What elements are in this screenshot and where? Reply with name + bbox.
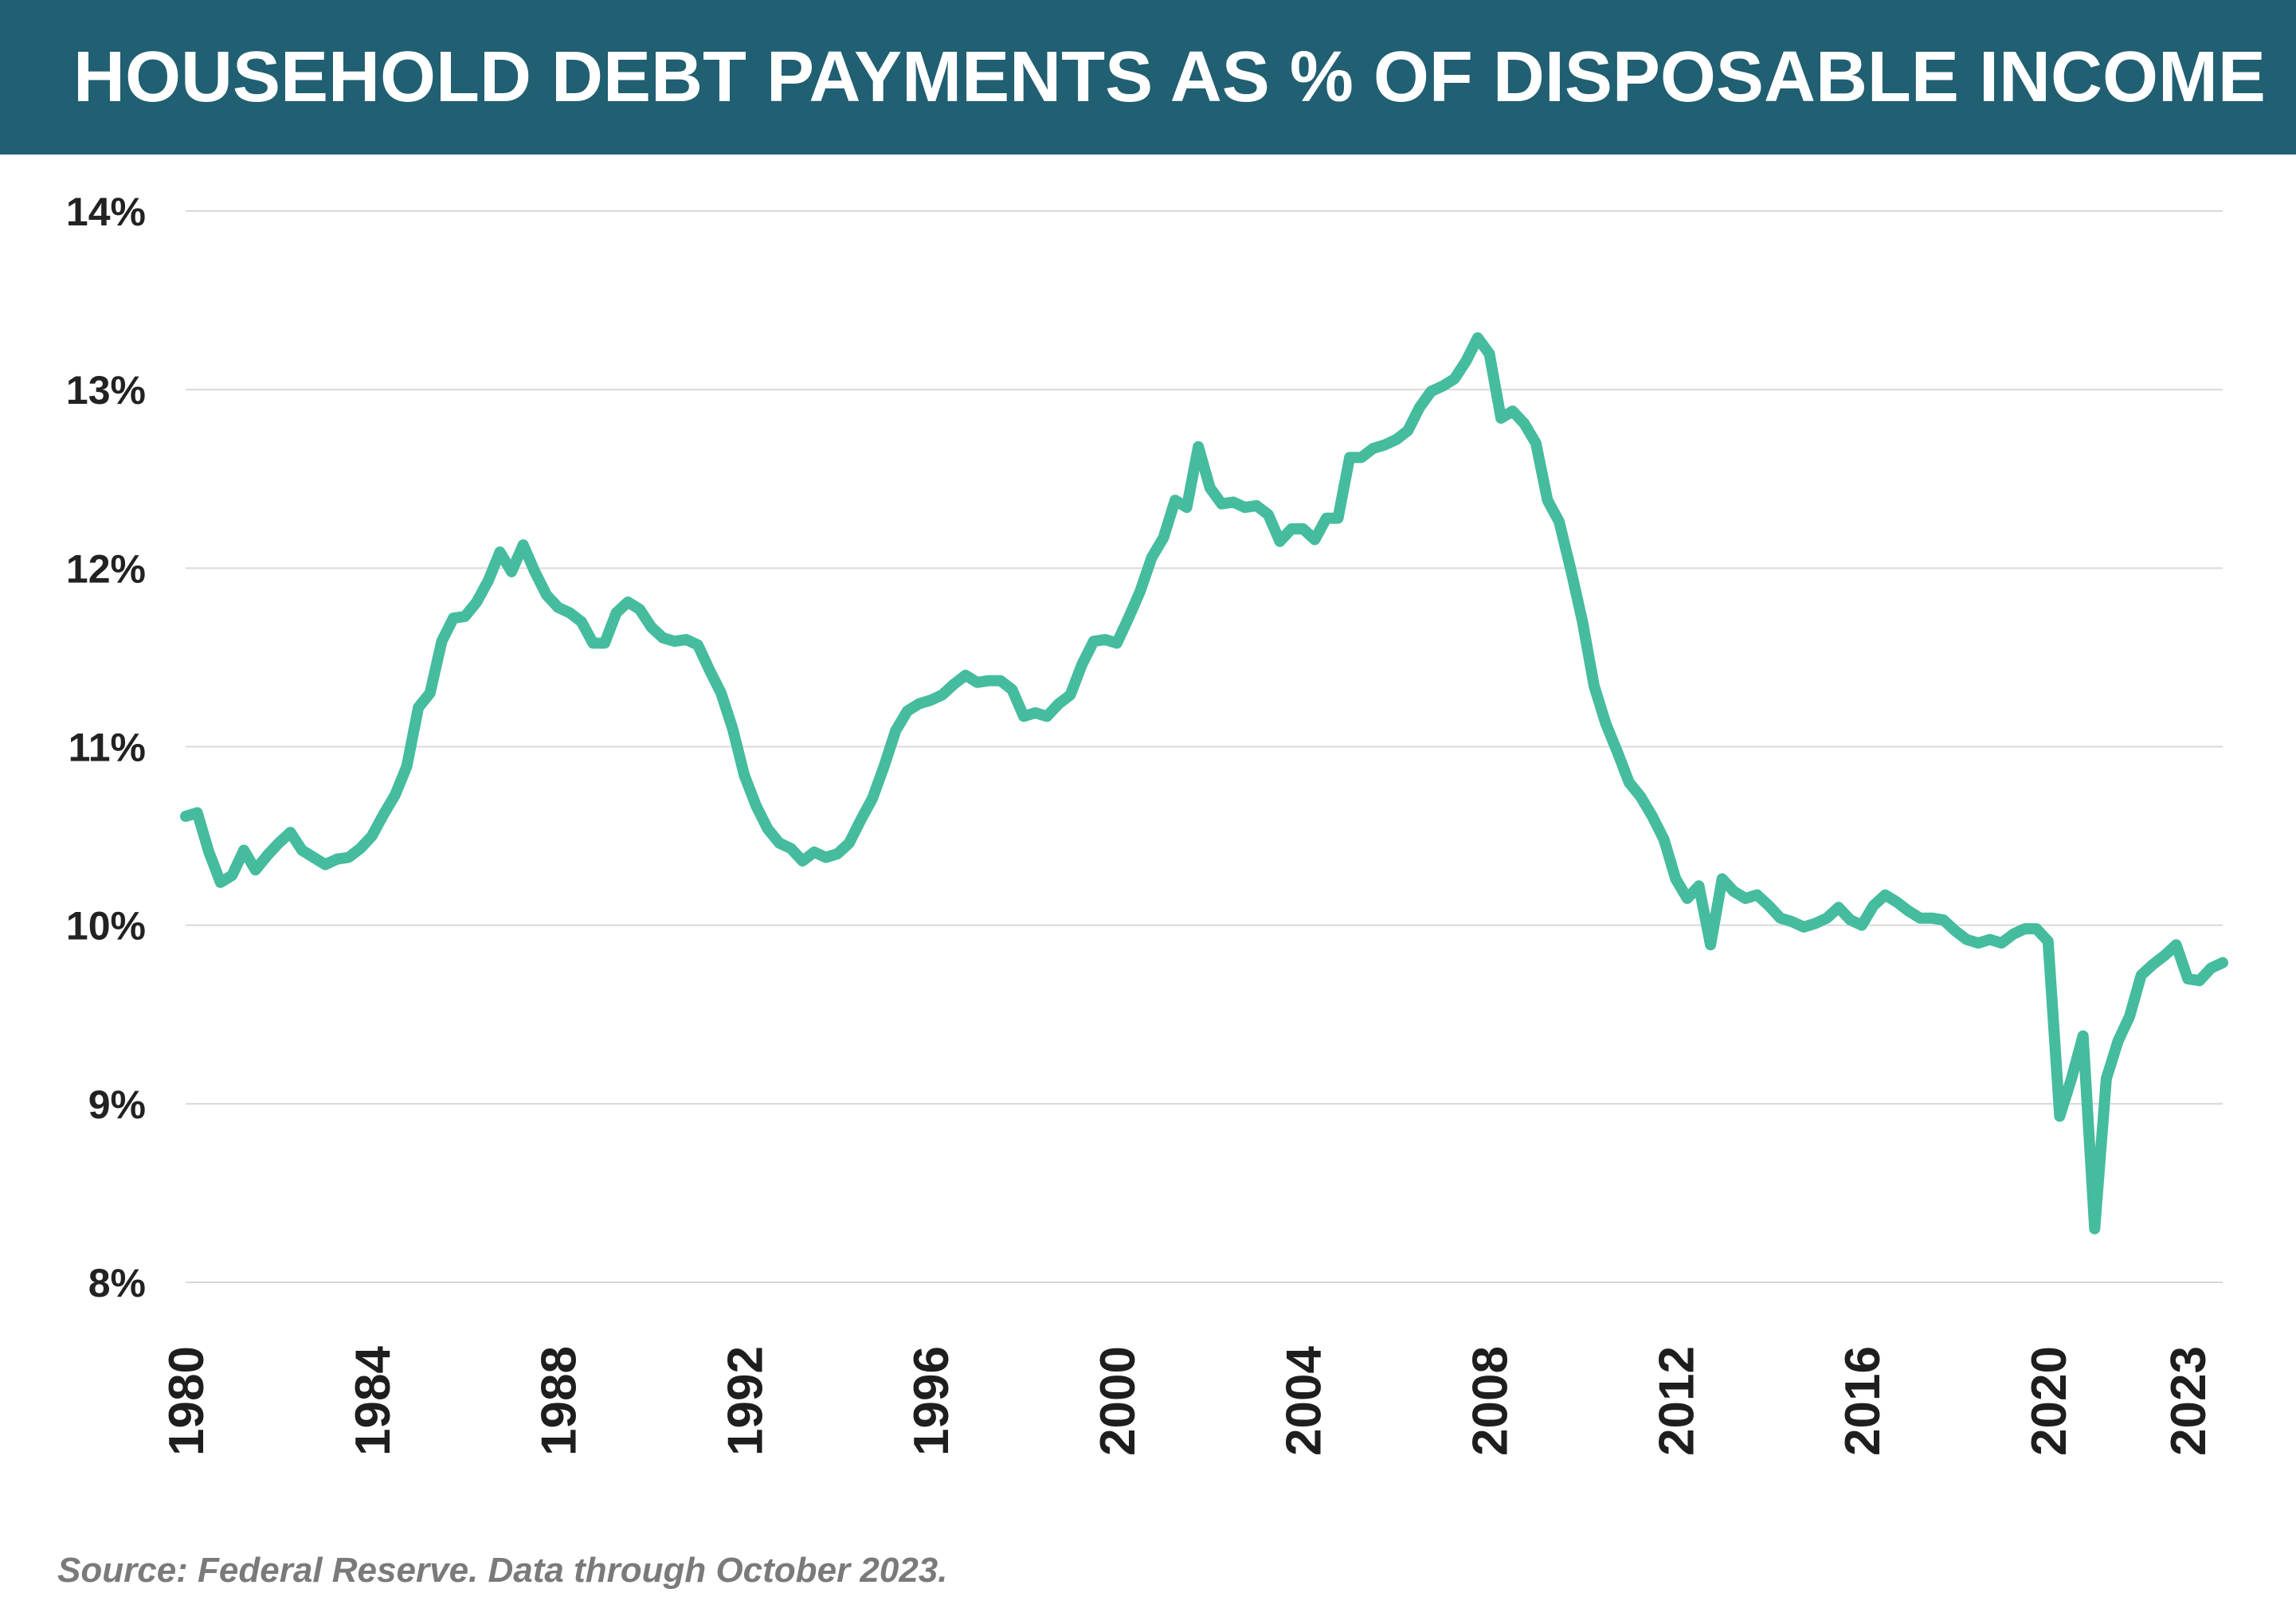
x-tick-label: 1992 — [718, 1346, 773, 1456]
series-line — [180, 332, 2228, 1235]
y-tick-label: 12% — [66, 546, 146, 591]
x-tick-label: 1980 — [159, 1346, 214, 1456]
x-tick-label: 1984 — [346, 1345, 401, 1455]
x-tick-label: 2012 — [1649, 1346, 1704, 1456]
x-tick-label: 2020 — [2022, 1346, 2077, 1456]
x-tick-label: 2016 — [1836, 1346, 1890, 1456]
y-tick-label: 10% — [66, 904, 146, 949]
y-tick-label: 11% — [69, 726, 146, 770]
x-tick-label: 2023 — [2161, 1346, 2216, 1456]
source-note: Source: Federal Reserve. Data through Oc… — [57, 1551, 948, 1590]
chart-title: HOUSEHOLD DEBT PAYMENTS AS % OF DISPOSAB… — [73, 37, 2266, 117]
y-tick-label: 9% — [88, 1082, 146, 1127]
y-tick-label: 8% — [88, 1261, 146, 1305]
x-tick-label: 1988 — [532, 1346, 587, 1456]
x-tick-label: 2000 — [1091, 1346, 1146, 1456]
y-tick-label: 13% — [66, 368, 146, 413]
gridlines — [186, 210, 2223, 1283]
x-tick-label: 2008 — [1463, 1346, 1518, 1456]
x-tick-label: 1996 — [904, 1346, 959, 1456]
x-tick-label: 2004 — [1277, 1345, 1332, 1455]
title-bar: HOUSEHOLD DEBT PAYMENTS AS % OF DISPOSAB… — [0, 0, 2296, 155]
y-axis-ticks: 14% 13% 12% 11% 10% 9% 8% — [66, 190, 146, 1305]
y-tick-label: 14% — [66, 190, 146, 234]
x-axis-ticks: 1980 1984 1988 1992 1996 2000 2004 2008 2012 2016… — [159, 1345, 2216, 1455]
series-layer — [180, 332, 2228, 1235]
